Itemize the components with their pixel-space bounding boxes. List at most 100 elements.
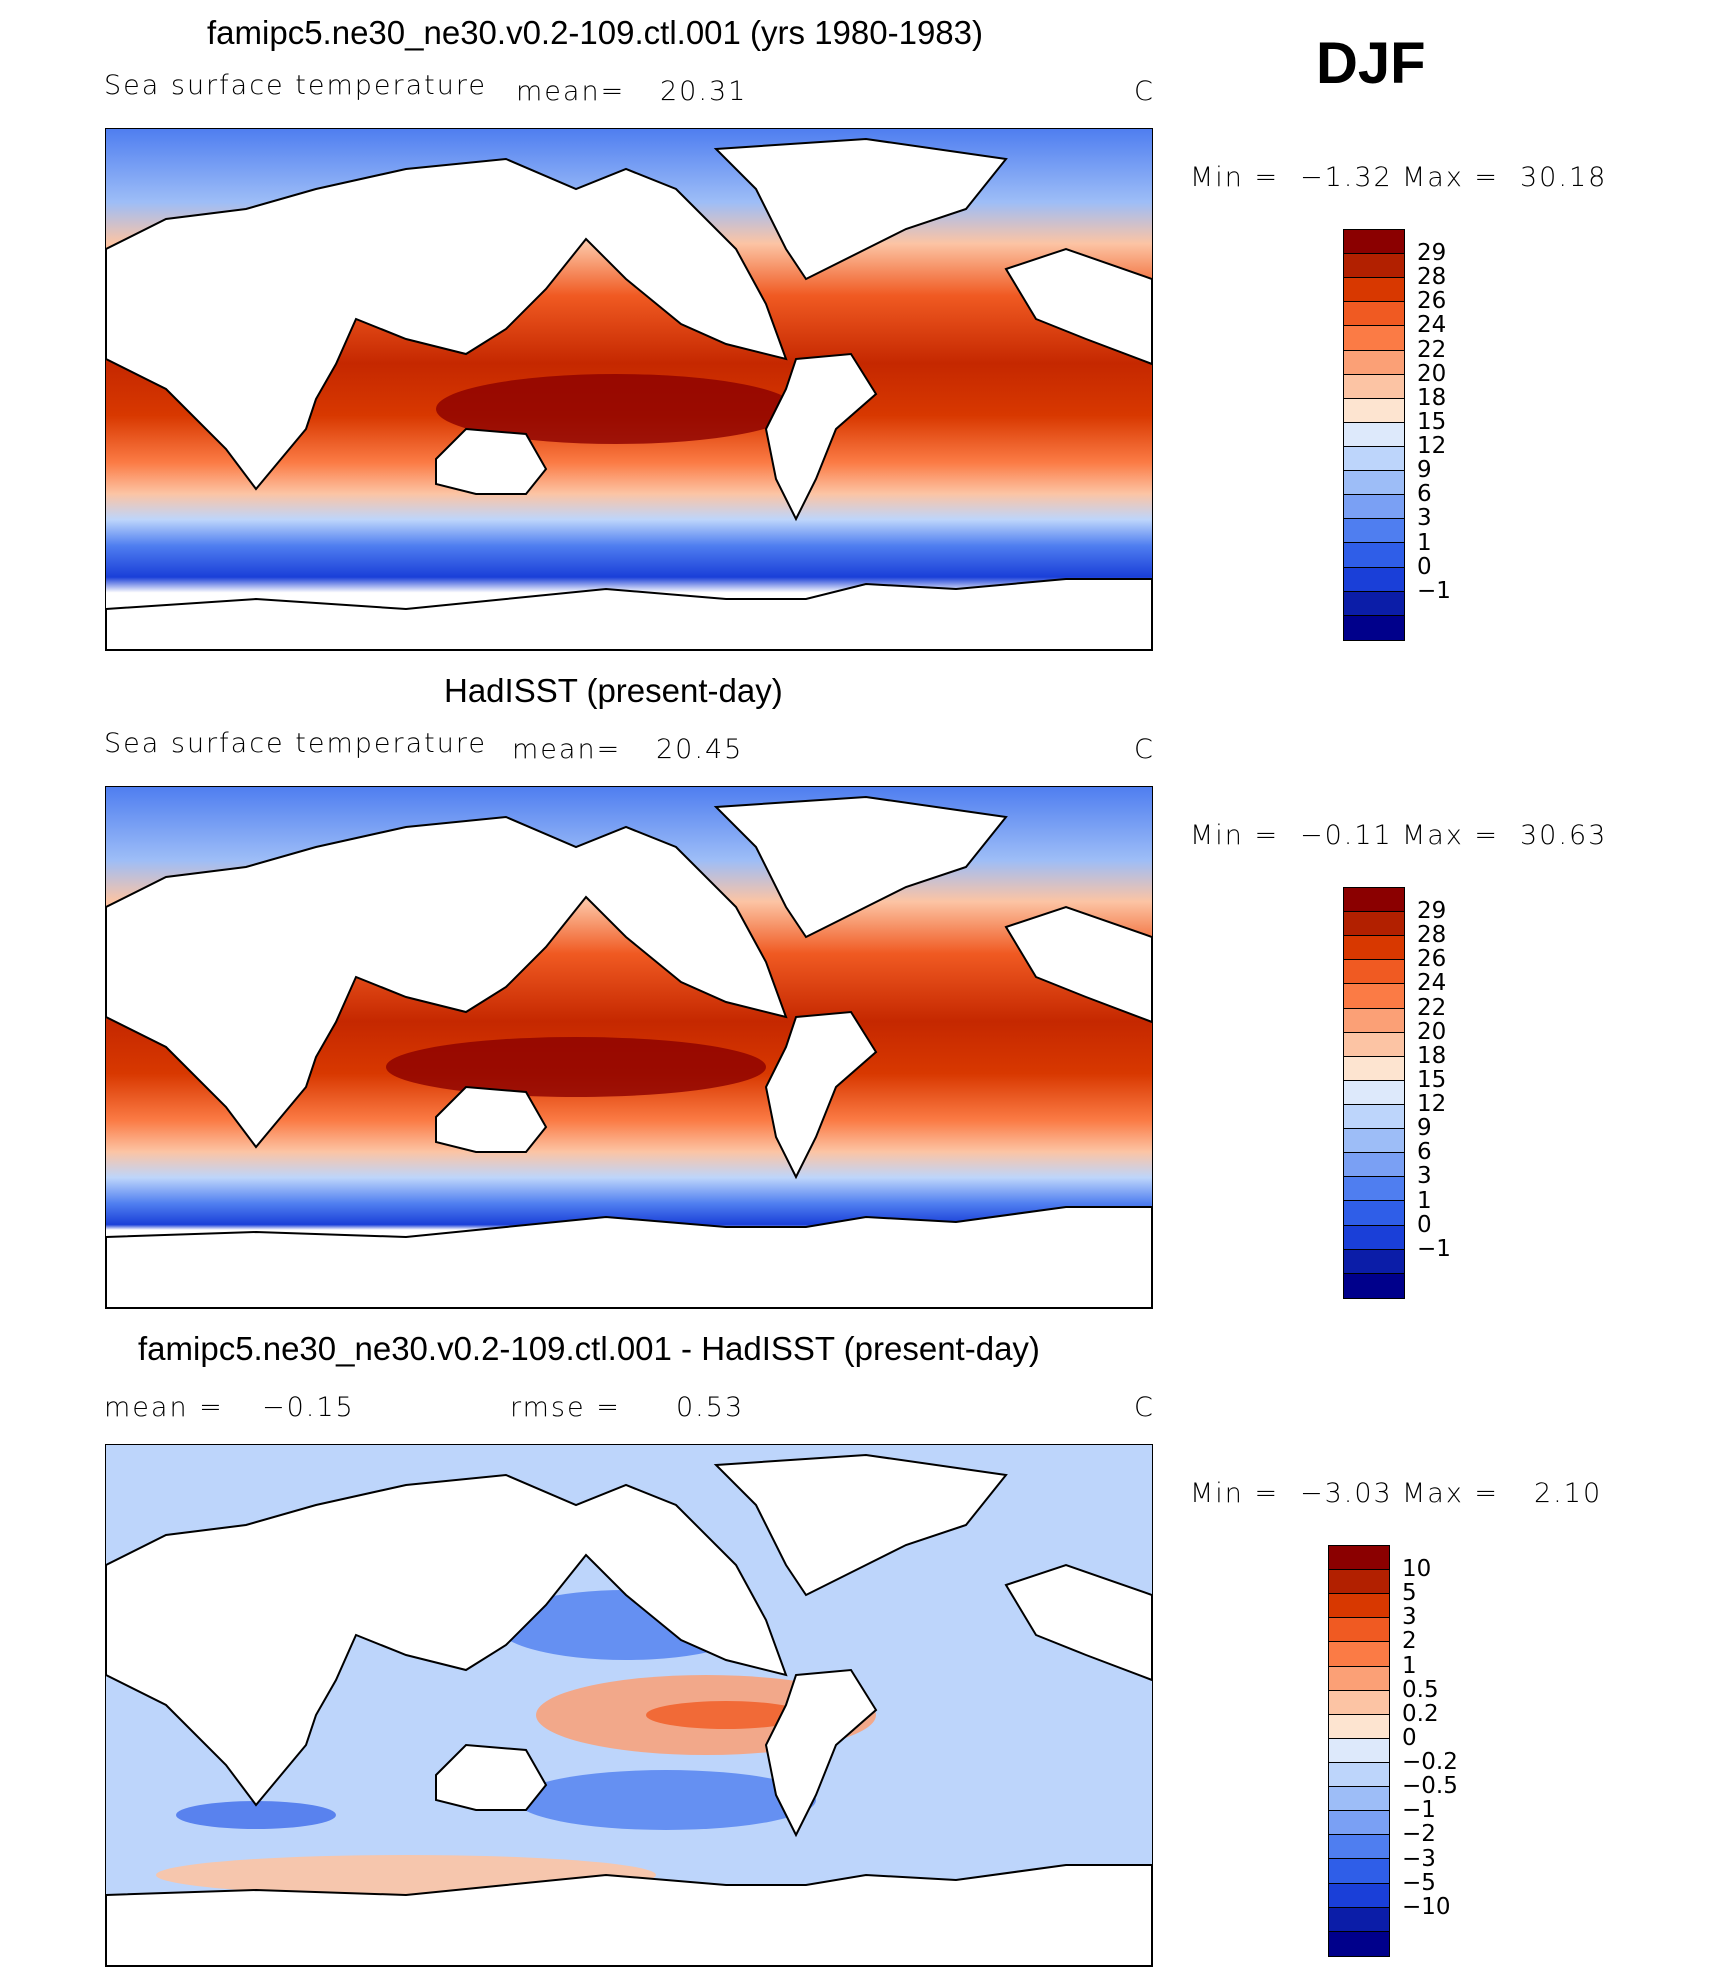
colorbar-swatch	[1344, 1225, 1404, 1250]
colorbar-swatch	[1329, 1642, 1389, 1667]
colorbar-tick-label: −1	[1402, 1797, 1436, 1824]
field-label: Sea surface temperature	[104, 70, 487, 101]
colorbar-swatch	[1344, 230, 1404, 255]
colorbar-tick-label: 9	[1417, 1115, 1432, 1142]
colorbar-swatch	[1329, 1883, 1389, 1908]
mean-label: mean=	[512, 734, 622, 765]
max-label: Max =	[1402, 820, 1500, 851]
colorbar-tick-label: 26	[1417, 946, 1447, 973]
colorbar-tick-label: 3	[1402, 1604, 1417, 1631]
panel-title: famipc5.ne30_ne30.v0.2-109.ctl.001 - Had…	[138, 1330, 1040, 1367]
colorbar-tick-label: 0.5	[1402, 1676, 1439, 1703]
min-value: −0.11	[1300, 820, 1393, 851]
colorbar-swatch	[1329, 1714, 1389, 1739]
colorbar-swatch	[1329, 1859, 1389, 1884]
panel-title: famipc5.ne30_ne30.v0.2-109.ctl.001 (yrs …	[207, 14, 983, 51]
rmse-value: 0.53	[676, 1392, 745, 1423]
colorbar-tick-label: 12	[1417, 1091, 1447, 1118]
colorbar-swatch	[1329, 1762, 1389, 1788]
colorbar-swatch	[1344, 615, 1404, 640]
colorbar-swatch	[1329, 1738, 1389, 1763]
mean-value: 20.45	[656, 734, 744, 765]
season-label: DJF	[1316, 31, 1426, 96]
colorbar-tick-label: 26	[1417, 288, 1447, 315]
colorbar-tick-label: 6	[1417, 481, 1432, 508]
colorbar-swatch	[1329, 1690, 1389, 1715]
min-label: Min =	[1190, 162, 1280, 193]
colorbar-swatch	[1344, 1153, 1404, 1178]
colorbar-swatch	[1329, 1618, 1389, 1643]
colorbar-tick-label: 22	[1417, 994, 1447, 1021]
field-label: Sea surface temperature	[104, 728, 487, 759]
colorbar-tick-label: −5	[1402, 1869, 1436, 1896]
colorbar-tick-label: 28	[1417, 264, 1447, 291]
colorbar-tick-label: 29	[1417, 240, 1447, 267]
colorbar-swatch	[1344, 1273, 1404, 1298]
colorbar-swatch	[1344, 326, 1404, 351]
sst-map-observed	[105, 786, 1153, 1309]
colorbar-tick-label: 5	[1402, 1580, 1417, 1607]
mean-value: 20.31	[660, 76, 748, 107]
colorbar-swatch	[1344, 254, 1404, 279]
colorbar-tick-label: 3	[1417, 505, 1432, 532]
colorbar-swatch	[1329, 1570, 1389, 1595]
colorbar-swatch	[1344, 567, 1404, 592]
colorbar-swatch	[1344, 1008, 1404, 1033]
colorbar-swatch	[1344, 422, 1404, 447]
colorbar-tick-label: 28	[1417, 922, 1447, 949]
colorbar-swatch	[1329, 1931, 1389, 1956]
colorbar-tick-label: 20	[1417, 1018, 1447, 1045]
colorbar-tick-label: −2	[1402, 1821, 1436, 1848]
colorbar-swatch	[1344, 471, 1404, 496]
mean-label: mean =	[104, 1392, 224, 1423]
colorbar-swatch	[1344, 1129, 1404, 1154]
colorbar-tick-label: 3	[1417, 1163, 1432, 1190]
colorbar-swatch	[1344, 495, 1404, 520]
colorbar-tick-label: −0.5	[1402, 1773, 1458, 1800]
colorbar-tick-label: 18	[1417, 1042, 1447, 1069]
colorbar-swatch	[1344, 446, 1404, 472]
colorbar-swatch	[1344, 1080, 1404, 1105]
mean-label: mean=	[516, 76, 626, 107]
colorbar-swatch	[1344, 984, 1404, 1009]
colorbar-tick-label: 0	[1417, 1211, 1432, 1238]
colorbar-swatch	[1344, 543, 1404, 568]
colorbar-tick-label: 15	[1417, 408, 1447, 435]
colorbar-swatch	[1344, 1056, 1404, 1081]
colorbar-swatch	[1329, 1811, 1389, 1836]
max-label: Max =	[1402, 1478, 1500, 1509]
colorbar-tick-label: −0.2	[1402, 1749, 1458, 1776]
units-label: C	[1134, 76, 1155, 107]
colorbar-swatch	[1344, 278, 1404, 303]
colorbar-tick-label: 9	[1417, 457, 1432, 484]
colorbar-tick-label: 1	[1417, 1187, 1432, 1214]
colorbar-tick-label: −3	[1402, 1845, 1436, 1872]
colorbar-tick-label: 1	[1402, 1652, 1417, 1679]
colorbar-swatch	[1344, 960, 1404, 985]
colorbar-tick-label: 6	[1417, 1139, 1432, 1166]
colorbar-tick-label: −1	[1417, 577, 1451, 604]
colorbar	[1328, 1545, 1390, 1957]
rmse-label: rmse =	[510, 1392, 621, 1423]
colorbar-swatch	[1329, 1594, 1389, 1619]
max-value: 2.10	[1534, 1478, 1603, 1509]
colorbar-swatch	[1344, 1104, 1404, 1130]
sst-difference-map	[105, 1444, 1153, 1967]
colorbar	[1343, 887, 1405, 1299]
colorbar-swatch	[1344, 888, 1404, 913]
colorbar-tick-label: −10	[1402, 1893, 1451, 1920]
units-label: C	[1134, 734, 1155, 765]
colorbar-swatch	[1344, 1249, 1404, 1274]
colorbar-swatch	[1344, 519, 1404, 544]
max-label: Max =	[1402, 162, 1500, 193]
colorbar	[1343, 229, 1405, 641]
colorbar-tick-label: −1	[1417, 1235, 1451, 1262]
colorbar-tick-label: 20	[1417, 360, 1447, 387]
min-value: −3.03	[1300, 1478, 1393, 1509]
min-label: Min =	[1190, 820, 1280, 851]
colorbar-swatch	[1344, 1177, 1404, 1202]
colorbar-swatch	[1344, 1201, 1404, 1226]
colorbar-tick-label: 0	[1417, 553, 1432, 580]
panel-title: HadISST (present-day)	[444, 672, 783, 709]
colorbar-tick-label: 12	[1417, 433, 1447, 460]
